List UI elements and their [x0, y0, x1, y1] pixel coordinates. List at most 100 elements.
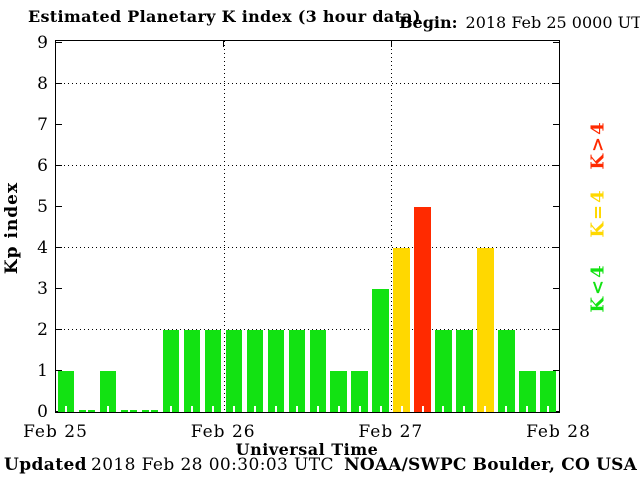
y-axis-tick [56, 165, 62, 166]
bar-tick-notch [65, 406, 68, 412]
gridline-y-8 [56, 83, 559, 84]
updated-value: 2018 Feb 28 00:30:03 UTC [90, 455, 334, 475]
y-axis-tick [553, 124, 559, 125]
y-axis-tick [56, 83, 62, 84]
begin-timestamp: Begin: 2018 Feb 25 0000 UTC [399, 13, 640, 32]
y-tick-label-9: 9 [37, 33, 48, 53]
y-tick-label-2: 2 [37, 320, 48, 340]
updated-label: Updated [4, 455, 87, 475]
y-axis-tick [553, 288, 559, 289]
kp-bar [498, 330, 515, 412]
bar-tick-notch [107, 406, 110, 412]
kp-bar [99, 371, 117, 412]
bar-tick-notch [463, 406, 466, 412]
y-axis-tick [56, 370, 62, 371]
y-axis-tick [553, 370, 559, 371]
day-gridline-feb-26 [223, 41, 225, 412]
bar-tick-notch [211, 406, 214, 412]
y-tick-label-7: 7 [37, 115, 48, 135]
x-tick-label-feb-28: Feb 28 [526, 422, 591, 442]
source-credit: NOAA/SWPC Boulder, CO USA [344, 455, 637, 475]
legend-entry-k-gt-4: K>4 [587, 120, 609, 170]
bar-tick-notch [170, 406, 172, 412]
kp-bar [351, 371, 368, 412]
bar-tick-notch [358, 406, 361, 412]
chart-title: Estimated Planetary K index (3 hour data… [28, 7, 421, 26]
begin-value: 2018 Feb 25 0000 UTC [465, 13, 640, 32]
bar-tick-notch [128, 410, 131, 412]
bar-tick-notch [505, 406, 508, 412]
x-tick-label-feb-25: Feb 25 [23, 422, 88, 442]
gridline-y-2 [56, 329, 559, 330]
kp-bar [204, 330, 222, 412]
y-axis-tick [553, 83, 559, 84]
bar-tick-notch [484, 406, 487, 412]
kp-bar [519, 371, 536, 412]
bar-tick-notch [295, 406, 298, 412]
kp-bar [477, 248, 494, 412]
y-tick-label-0: 0 [37, 402, 48, 422]
kp-bar [183, 330, 201, 412]
x-tick-label-feb-27: Feb 27 [358, 422, 424, 442]
y-tick-label-8: 8 [37, 74, 48, 94]
legend-entry-k-lt-4: K<4 [587, 263, 609, 313]
bar-tick-notch [547, 406, 550, 412]
bar-tick-notch [442, 406, 445, 412]
y-axis-tick [553, 42, 559, 43]
y-tick-label-4: 4 [37, 238, 48, 258]
y-tick-label-1: 1 [37, 361, 48, 381]
x-axis-title: Universal Time [235, 440, 379, 459]
y-tick-label-5: 5 [37, 197, 48, 217]
kp-bar [246, 330, 264, 412]
kp-bar [225, 330, 243, 412]
y-axis-tick [56, 42, 62, 43]
bar-tick-notch [274, 406, 277, 412]
day-gridline-feb-27 [391, 41, 393, 412]
gridline-y-6 [56, 165, 559, 166]
y-axis-tick [56, 247, 62, 248]
bar-tick-notch [149, 410, 152, 412]
y-tick-label-3: 3 [37, 279, 48, 299]
gridline-y-4 [56, 247, 559, 248]
bar-tick-notch [337, 406, 340, 412]
kp-bar [456, 330, 473, 412]
bar-tick-notch [421, 406, 424, 412]
kp-bar [58, 371, 75, 412]
bar-tick-notch [232, 406, 235, 412]
y-axis-tick [56, 288, 62, 289]
bar-tick-notch [379, 406, 382, 412]
x-tick-label-feb-26: Feb 26 [190, 422, 256, 442]
y-axis-tick [553, 329, 559, 330]
bar-tick-notch [400, 406, 403, 412]
y-axis-tick [56, 124, 62, 125]
bar-tick-notch [526, 406, 529, 412]
kp-bar [78, 410, 96, 412]
plot-area [55, 40, 560, 413]
updated-timestamp: Updated 2018 Feb 28 00:30:03 UTC [4, 455, 334, 475]
day-top-tick [390, 41, 392, 47]
bar-tick-notch [86, 410, 89, 412]
y-axis-tick [56, 329, 62, 330]
kp-bar [393, 248, 410, 412]
y-axis-tick [553, 165, 559, 166]
y-tick-label-6: 6 [37, 156, 48, 176]
kp-bar [309, 330, 326, 412]
legend-entry-k-eq-4: K=4 [587, 188, 609, 238]
bar-tick-notch [190, 406, 193, 412]
kp-bar [435, 330, 452, 412]
y-axis-tick [56, 206, 62, 207]
kp-bar [288, 330, 305, 412]
kp-bar [141, 410, 159, 412]
kp-bar [414, 207, 431, 412]
kp-bar [330, 371, 347, 412]
kp-bar [162, 330, 180, 412]
kp-bar [267, 330, 285, 412]
bar-tick-notch [253, 406, 256, 412]
day-top-tick [223, 41, 225, 47]
y-axis-tick [553, 206, 559, 207]
kp-bar [120, 410, 138, 412]
y-axis-tick [553, 247, 559, 248]
y-axis-title: Kp index [2, 181, 22, 275]
kp-bar [540, 371, 557, 412]
